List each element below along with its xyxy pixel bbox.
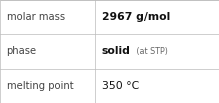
Text: molar mass: molar mass	[7, 12, 65, 22]
Text: solid: solid	[102, 46, 131, 57]
Text: phase: phase	[7, 46, 37, 57]
Text: 2967 g/mol: 2967 g/mol	[102, 12, 170, 22]
Text: (at STP): (at STP)	[134, 47, 168, 56]
Text: melting point: melting point	[7, 81, 73, 91]
Text: 350 °C: 350 °C	[102, 81, 139, 91]
